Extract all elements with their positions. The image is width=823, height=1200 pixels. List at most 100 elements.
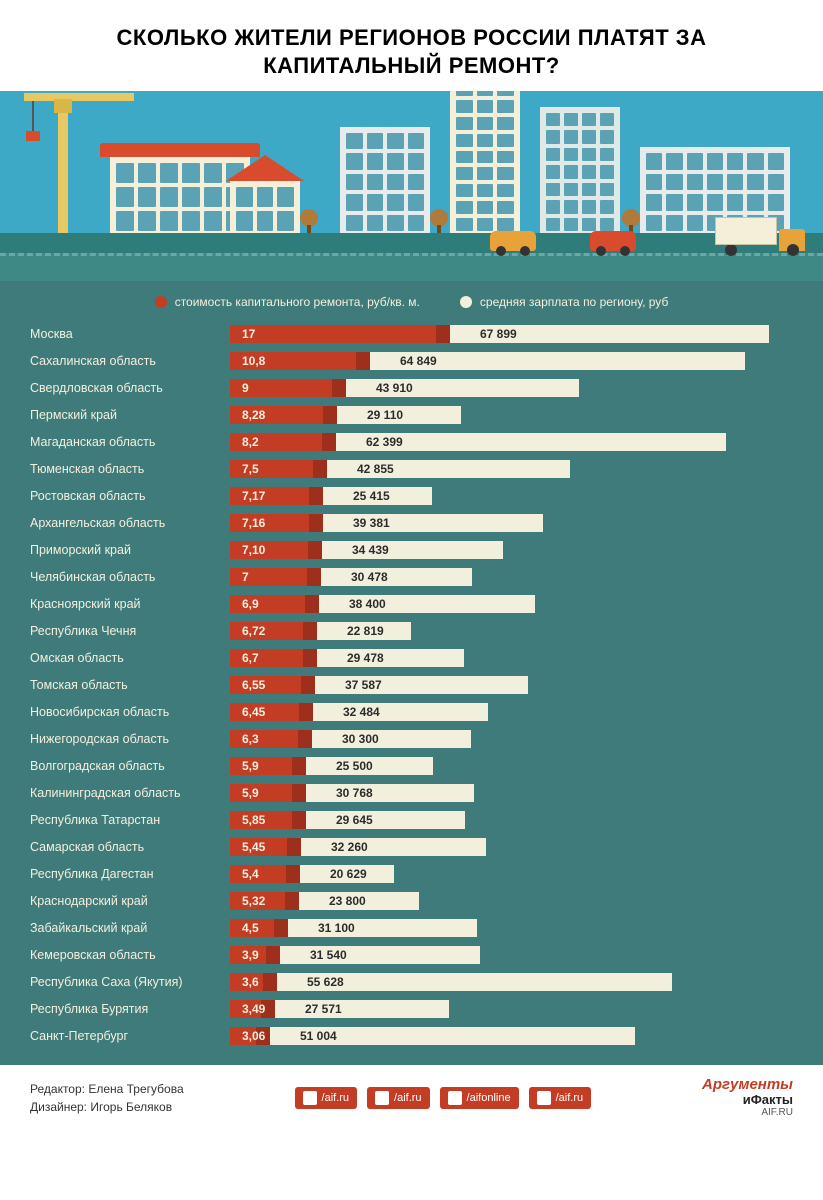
region-label: Сахалинская область xyxy=(30,354,230,368)
social-links: /aif.ru/aif.ru/aifonline/aif.ru xyxy=(295,1087,592,1109)
salary-value: 39 381 xyxy=(345,514,390,532)
cost-value: 6,55 xyxy=(234,676,265,694)
cost-value: 5,4 xyxy=(234,865,259,883)
salary-value: 67 899 xyxy=(472,325,517,343)
cost-value: 8,2 xyxy=(234,433,259,451)
chart-row: Самарская область 5,45 32 260 xyxy=(30,836,793,858)
cost-value: 5,85 xyxy=(234,811,265,829)
salary-value: 30 478 xyxy=(343,568,388,586)
building-icon xyxy=(340,127,430,237)
building-icon xyxy=(540,107,620,237)
salary-value: 32 260 xyxy=(323,838,368,856)
salary-value: 30 300 xyxy=(334,730,379,748)
bar-track: 6,938 400 xyxy=(230,595,793,613)
region-label: Кемеровская область xyxy=(30,948,230,962)
legend-cost-label: стоимость капитального ремонта, руб/кв. … xyxy=(175,295,420,309)
salary-bar xyxy=(230,973,672,991)
region-label: Челябинская область xyxy=(30,570,230,584)
region-label: Томская область xyxy=(30,678,230,692)
bar-track: 4,531 100 xyxy=(230,919,793,937)
crane-icon xyxy=(24,91,114,237)
designer-credit: Дизайнер: Игорь Беляков xyxy=(30,1098,184,1116)
region-label: Санкт-Петербург xyxy=(30,1029,230,1043)
social-odnoklassniki[interactable]: /aif.ru xyxy=(529,1087,592,1109)
chart-row: Пермский край8,2829 110 xyxy=(30,404,793,426)
region-label: Ростовская область xyxy=(30,489,230,503)
region-label: Пермский край xyxy=(30,408,230,422)
salary-value: 37 587 xyxy=(337,676,382,694)
page-title: СКОЛЬКО ЖИТЕЛИ РЕГИОНОВ РОССИИ ПЛАТЯТ ЗА… xyxy=(0,0,823,91)
odnoklassniki-icon xyxy=(537,1091,551,1105)
salary-value: 64 849 xyxy=(392,352,437,370)
bar-track: 7,1725 415 xyxy=(230,487,793,505)
car-icon xyxy=(490,231,536,251)
salary-value: 25 415 xyxy=(345,487,390,505)
region-label: Архангельская область xyxy=(30,516,230,530)
vk-icon xyxy=(375,1091,389,1105)
chart-area: стоимость капитального ремонта, руб/кв. … xyxy=(0,281,823,1065)
region-label: Республика Бурятия xyxy=(30,1002,230,1016)
salary-value: 23 800 xyxy=(321,892,366,910)
chart-row: Кемеровская область 3,9 31 540 xyxy=(30,944,793,966)
social-text: /aif.ru xyxy=(322,1092,350,1104)
bar-track: 5,85 29 645 xyxy=(230,811,793,829)
bar-track: 6,330 300 xyxy=(230,730,793,748)
chart-row: Магаданская область8,262 399 xyxy=(30,431,793,453)
social-twitter[interactable]: /aifonline xyxy=(440,1087,519,1109)
chart-row: Приморский край 7,10 34 439 xyxy=(30,539,793,561)
cost-value: 5,45 xyxy=(234,838,265,856)
salary-value: 43 910 xyxy=(368,379,413,397)
chart-row: Томская область 6,55 37 587 xyxy=(30,674,793,696)
region-label: Забайкальский край xyxy=(30,921,230,935)
bar-track: 7,10 34 439 xyxy=(230,541,793,559)
salary-value: 22 819 xyxy=(339,622,384,640)
bar-track: 7,16 39 381 xyxy=(230,514,793,532)
chart-row: Республика Татарстан5,8529 645 xyxy=(30,809,793,831)
cost-value: 5,9 xyxy=(234,757,259,775)
chart-row: Архангельская область 7,16 39 381 xyxy=(30,512,793,534)
facebook-icon xyxy=(303,1091,317,1105)
chart-row: Омская область6,729 478 xyxy=(30,647,793,669)
social-text: /aif.ru xyxy=(394,1092,422,1104)
chart-row: Республика Саха (Якутия)3,655 628 xyxy=(30,971,793,993)
bar-track: 7 30 478 xyxy=(230,568,793,586)
region-label: Приморский край xyxy=(30,543,230,557)
social-facebook[interactable]: /aif.ru xyxy=(295,1087,358,1109)
twitter-icon xyxy=(448,1091,462,1105)
cost-value: 3,49 xyxy=(234,1000,265,1018)
region-label: Республика Дагестан xyxy=(30,867,230,881)
chart-row: Калининградская область5,930 768 xyxy=(30,782,793,804)
cost-value: 3,9 xyxy=(234,946,259,964)
bar-track: 6,55 37 587 xyxy=(230,676,793,694)
chart-row: Республика Чечня6,7222 819 xyxy=(30,620,793,642)
region-label: Самарская область xyxy=(30,840,230,854)
chart-row: Москва1767 899 xyxy=(30,323,793,345)
region-label: Москва xyxy=(30,327,230,341)
cost-value: 9 xyxy=(234,379,249,397)
building-icon xyxy=(450,91,520,237)
chart-row: Волгоградская область5,925 500 xyxy=(30,755,793,777)
chart-rows: Москва1767 899 Сахалинская область 10,8 64 … xyxy=(30,323,793,1047)
region-label: Волгоградская область xyxy=(30,759,230,773)
social-vk[interactable]: /aif.ru xyxy=(367,1087,430,1109)
cost-value: 7,10 xyxy=(234,541,265,559)
car-icon xyxy=(590,231,636,251)
salary-value: 31 100 xyxy=(310,919,355,937)
chart-row: Краснодарский край5,3223 800 xyxy=(30,890,793,912)
cost-value: 6,9 xyxy=(234,595,259,613)
salary-value: 29 645 xyxy=(328,811,373,829)
salary-value: 31 540 xyxy=(302,946,347,964)
chart-row: Санкт-Петербург3,0651 004 xyxy=(30,1025,793,1047)
region-label: Магаданская область xyxy=(30,435,230,449)
bar-track: 3,655 628 xyxy=(230,973,793,991)
cost-value: 7 xyxy=(234,568,249,586)
city-illustration xyxy=(0,91,823,281)
cost-value: 7,16 xyxy=(234,514,265,532)
chart-row: Челябинская область 7 30 478 xyxy=(30,566,793,588)
chart-row: Красноярский край6,938 400 xyxy=(30,593,793,615)
salary-value: 32 484 xyxy=(335,703,380,721)
salary-value: 34 439 xyxy=(344,541,389,559)
chart-row: Нижегородская область6,330 300 xyxy=(30,728,793,750)
region-label: Республика Чечня xyxy=(30,624,230,638)
cost-value: 10,8 xyxy=(234,352,265,370)
